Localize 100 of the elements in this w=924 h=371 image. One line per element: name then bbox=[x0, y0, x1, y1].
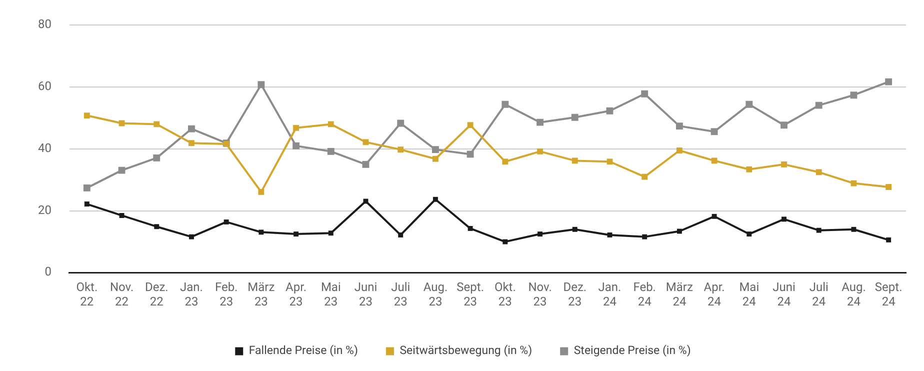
point bbox=[119, 212, 124, 218]
point bbox=[118, 166, 126, 174]
x-tick-label: Juli 24 bbox=[809, 280, 828, 308]
x-tick-label: Nov. 23 bbox=[528, 280, 552, 308]
point bbox=[502, 239, 508, 244]
point bbox=[886, 237, 892, 242]
point bbox=[780, 122, 788, 129]
legend-label: Steigende Preise (in %) bbox=[574, 343, 691, 358]
x-tick-label: Jan. 24 bbox=[598, 280, 622, 308]
x-tick-label: Nov. 22 bbox=[110, 280, 134, 308]
point bbox=[188, 140, 194, 146]
point bbox=[83, 184, 90, 192]
point bbox=[466, 150, 474, 158]
x-tick-label: Aug. 24 bbox=[842, 280, 866, 308]
point bbox=[432, 146, 439, 154]
point bbox=[850, 92, 858, 99]
point bbox=[328, 121, 334, 128]
point bbox=[712, 214, 717, 219]
point bbox=[327, 148, 334, 155]
point bbox=[782, 216, 786, 222]
point bbox=[850, 180, 857, 186]
y-tick-label: 60 bbox=[38, 79, 52, 94]
point bbox=[642, 174, 648, 180]
point bbox=[362, 139, 369, 146]
point bbox=[432, 156, 438, 162]
point bbox=[84, 112, 90, 119]
y-tick-label: 20 bbox=[38, 202, 52, 217]
point bbox=[746, 232, 752, 237]
point bbox=[676, 122, 683, 130]
point bbox=[292, 142, 300, 150]
point bbox=[781, 161, 787, 168]
point bbox=[398, 232, 404, 238]
point bbox=[258, 230, 264, 235]
point bbox=[676, 148, 682, 154]
point bbox=[816, 169, 822, 176]
x-tick-label: Juni 24 bbox=[772, 280, 796, 308]
x-tick-label: Juli 23 bbox=[391, 280, 410, 308]
point bbox=[815, 102, 822, 109]
x-tick-label: Sept. 23 bbox=[456, 280, 484, 308]
x-tick-label: Apr. 23 bbox=[286, 280, 307, 308]
point bbox=[816, 228, 822, 233]
point bbox=[746, 100, 753, 108]
x-tick-label: Mai 23 bbox=[320, 280, 341, 308]
point bbox=[607, 232, 612, 238]
point bbox=[676, 228, 682, 234]
point bbox=[188, 125, 195, 132]
point bbox=[746, 166, 752, 172]
point bbox=[154, 121, 160, 128]
point bbox=[571, 114, 578, 121]
x-tick-label: Okt. 22 bbox=[76, 280, 98, 308]
point bbox=[189, 234, 194, 240]
x-tick-label: Mai 24 bbox=[739, 280, 760, 308]
point bbox=[606, 158, 613, 165]
point bbox=[84, 202, 90, 206]
point bbox=[711, 158, 718, 164]
point bbox=[294, 232, 299, 237]
point bbox=[153, 154, 160, 162]
x-tick-label: März 24 bbox=[666, 280, 693, 308]
point bbox=[362, 160, 370, 168]
point bbox=[885, 78, 892, 86]
x-tick-label: Feb. 24 bbox=[633, 280, 656, 308]
x-tick-label: März 23 bbox=[248, 280, 275, 308]
x-tick-label: Feb. 23 bbox=[214, 280, 238, 308]
point bbox=[258, 188, 264, 195]
point bbox=[502, 100, 509, 108]
x-tick-label: Jan. 23 bbox=[180, 280, 203, 308]
point bbox=[572, 226, 578, 232]
point bbox=[642, 234, 648, 240]
point bbox=[468, 226, 473, 231]
x-tick-label: Okt. 23 bbox=[494, 280, 516, 308]
point bbox=[154, 224, 160, 230]
point bbox=[537, 148, 543, 154]
point bbox=[432, 196, 438, 202]
point bbox=[467, 122, 474, 128]
point bbox=[538, 232, 542, 237]
point bbox=[398, 146, 404, 153]
legend-label: Seitwärtsbewegung (in %) bbox=[400, 343, 532, 358]
x-tick-label: Dez. 22 bbox=[144, 280, 168, 308]
point bbox=[397, 120, 404, 127]
legend-label: Fallende Preise (in %) bbox=[248, 343, 358, 358]
point bbox=[502, 158, 508, 165]
x-tick-label: Sept. 24 bbox=[874, 280, 902, 308]
x-tick-label: Apr. 24 bbox=[704, 280, 725, 308]
point bbox=[851, 226, 856, 232]
point bbox=[606, 107, 614, 114]
point bbox=[572, 158, 578, 164]
point bbox=[224, 219, 229, 224]
point bbox=[710, 128, 718, 136]
y-tick-label: 80 bbox=[38, 17, 52, 32]
y-tick-label: 40 bbox=[38, 140, 52, 155]
x-tick-label: Aug. 23 bbox=[423, 280, 448, 308]
point bbox=[536, 118, 544, 126]
point bbox=[293, 124, 300, 131]
x-tick-label: Dez. 23 bbox=[563, 280, 587, 308]
point bbox=[886, 184, 892, 190]
y-tick-label: 0 bbox=[44, 264, 52, 279]
point bbox=[328, 230, 334, 236]
x-tick-label: Juni 23 bbox=[354, 280, 378, 308]
point bbox=[258, 81, 265, 88]
point bbox=[641, 90, 648, 98]
